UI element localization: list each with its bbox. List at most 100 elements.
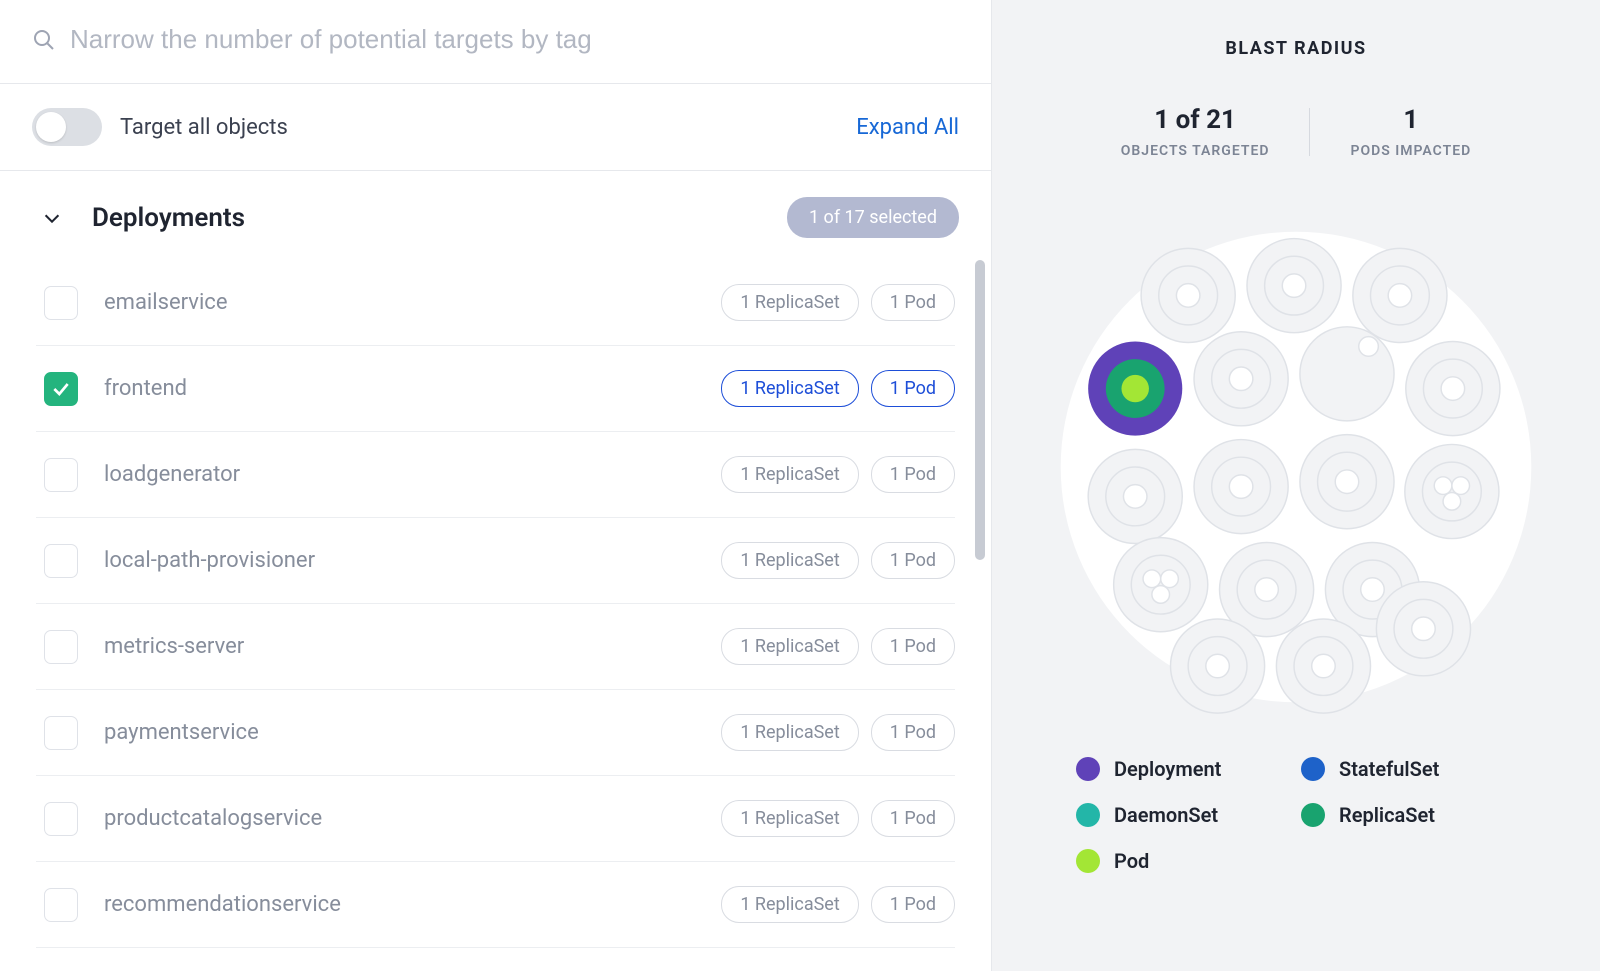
deployment-row[interactable]: metrics-server 1 ReplicaSet 1 Pod [36,604,955,690]
row-name: paymentservice [104,720,259,745]
viz-node[interactable] [1406,342,1500,436]
row-badges: 1 ReplicaSet 1 Pod [721,714,955,751]
deployment-list-wrapper: emailservice1 ReplicaSet1 Podfrontend1 R… [0,260,991,971]
search-icon [32,28,56,52]
badge[interactable]: 1 ReplicaSet [721,284,858,321]
legend-item: StatefulSet [1301,757,1516,781]
target-all-toggle[interactable] [32,108,102,146]
badge[interactable]: 1 ReplicaSet [721,542,858,579]
viz-node[interactable] [1171,619,1265,713]
badge[interactable]: 1 ReplicaSet [721,370,858,407]
legend-label: DaemonSet [1114,803,1218,827]
legend-label: ReplicaSet [1339,803,1435,827]
viz-node[interactable] [1247,239,1341,333]
badge[interactable]: 1 ReplicaSet [721,628,858,665]
viz-node[interactable] [1194,332,1288,426]
badge[interactable]: 1 ReplicaSet [721,800,858,837]
row-badges: 1 ReplicaSet 1 Pod [721,628,955,665]
badge[interactable]: 1 ReplicaSet [721,456,858,493]
deployment-row[interactable]: redis-cart1 ReplicaSet1 Pod [36,948,955,971]
search-input[interactable] [70,24,959,55]
legend-item: DaemonSet [1076,803,1291,827]
deployment-row[interactable]: emailservice1 ReplicaSet1 Pod [36,260,955,346]
row-checkbox[interactable] [44,458,78,492]
row-name: loadgenerator [104,462,240,487]
legend: Deployment StatefulSet DaemonSet ReplicaSet… [1076,757,1516,873]
toggle-knob [36,112,66,142]
row-checkbox[interactable] [44,544,78,578]
legend-label: Pod [1114,849,1149,873]
row-badges: 1 ReplicaSet 1 Pod [721,370,955,407]
section-title: Deployments [92,203,245,233]
chevron-down-icon [40,206,64,230]
search-bar [0,0,991,84]
row-badges: 1 ReplicaSet 1 Pod [721,456,955,493]
row-badges: 1 ReplicaSet 1 Pod [721,800,955,837]
viz-node[interactable] [1114,538,1208,632]
expand-all-link[interactable]: Expand All [856,115,959,140]
row-checkbox[interactable] [44,716,78,750]
viz-node[interactable] [1300,327,1394,421]
deployment-row[interactable]: productcatalogservice 1 ReplicaSet 1 Pod [36,776,955,862]
viz-node[interactable] [1141,248,1235,342]
badge[interactable]: 1 Pod [871,456,955,493]
row-badges: 1 ReplicaSet 1 Pod [721,886,955,923]
row-badges: 1 ReplicaSet 1 Pod [721,284,955,321]
row-name: local-path-provisioner [104,548,315,573]
stat-value: 1 [1403,105,1418,135]
target-all-label: Target all objects [120,115,288,140]
badge[interactable]: 1 Pod [871,714,955,751]
deployment-row[interactable]: local-path-provisioner 1 ReplicaSet 1 Pod [36,518,955,604]
blast-stats: 1 of 21 OBJECTS TARGETED 1 PODS IMPACTED [1081,105,1512,159]
row-name: recommendationservice [104,892,341,917]
stat-label: PODS IMPACTED [1350,143,1471,159]
row-checkbox[interactable] [44,286,78,320]
legend-dot [1076,757,1100,781]
badge[interactable]: 1 Pod [871,628,955,665]
row-checkbox[interactable] [44,802,78,836]
badge[interactable]: 1 Pod [871,886,955,923]
targets-panel: Target all objects Expand All Deployment… [0,0,992,971]
viz-node[interactable] [1300,435,1394,529]
badge[interactable]: 1 Pod [871,542,955,579]
selected-count-pill: 1 of 17 selected [787,197,959,238]
stat-label: OBJECTS TARGETED [1121,143,1270,159]
viz-node[interactable] [1276,619,1370,713]
badge[interactable]: 1 ReplicaSet [721,714,858,751]
stat-pods-impacted: 1 PODS IMPACTED [1310,105,1511,159]
deployment-row[interactable]: loadgenerator 1 ReplicaSet 1 Pod [36,432,955,518]
viz-node[interactable] [1088,449,1182,543]
deployment-list: emailservice1 ReplicaSet1 Podfrontend1 R… [0,260,991,971]
legend-item: Deployment [1076,757,1291,781]
viz-node[interactable] [1088,342,1182,436]
row-name: productcatalogservice [104,806,322,831]
deployment-row[interactable]: frontend1 ReplicaSet1 Pod [36,346,955,432]
section-header[interactable]: Deployments 1 of 17 selected [0,171,991,260]
target-all-row: Target all objects Expand All [0,84,991,171]
legend-dot [1301,803,1325,827]
stat-value: 1 of 21 [1154,105,1236,135]
legend-dot [1076,803,1100,827]
row-checkbox[interactable] [44,630,78,664]
blast-radius-panel: BLAST RADIUS 1 of 21 OBJECTS TARGETED 1 … [992,0,1600,971]
legend-item: ReplicaSet [1301,803,1516,827]
deployment-row[interactable]: paymentservice 1 ReplicaSet 1 Pod [36,690,955,776]
badge[interactable]: 1 Pod [871,284,955,321]
deployment-row[interactable]: recommendationservice 1 ReplicaSet 1 Pod [36,862,955,948]
badge[interactable]: 1 ReplicaSet [721,886,858,923]
row-badges: 1 ReplicaSet 1 Pod [721,542,955,579]
viz-node[interactable] [1405,444,1499,538]
legend-label: StatefulSet [1339,757,1439,781]
badge[interactable]: 1 Pod [871,370,955,407]
row-name: metrics-server [104,634,244,659]
row-checkbox[interactable] [44,888,78,922]
legend-label: Deployment [1114,757,1221,781]
stat-objects-targeted: 1 of 21 OBJECTS TARGETED [1081,105,1310,159]
viz-node[interactable] [1353,248,1447,342]
legend-dot [1301,757,1325,781]
viz-node[interactable] [1194,440,1288,534]
badge[interactable]: 1 Pod [871,800,955,837]
scrollbar-thumb[interactable] [975,260,985,560]
viz-node[interactable] [1376,582,1470,676]
row-checkbox[interactable] [44,372,78,406]
